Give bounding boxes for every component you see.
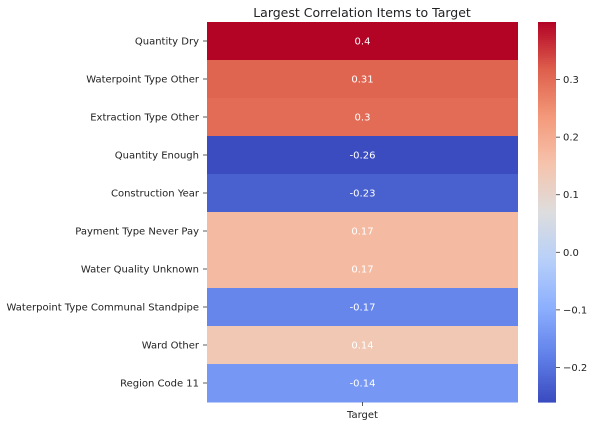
- colorbar-tick-label: 0.0: [563, 248, 579, 259]
- column-labels: Target: [346, 402, 378, 421]
- colorbar-segment: [538, 400, 556, 403]
- heatmap-cells: 0.4 0.31 0.3 -0.26 -0.23 0.17 0.17 -0.17 0.14 -0.…: [207, 22, 518, 403]
- cell-value-label: -0.17: [350, 303, 376, 314]
- column-label: Target: [346, 410, 378, 421]
- row-label: Waterpoint Type Other: [86, 75, 200, 86]
- cell-value-label: 0.14: [351, 341, 373, 352]
- row-label: Extraction Type Other: [90, 113, 200, 124]
- colorbar-tick-label: 0.3: [563, 75, 579, 86]
- cell-value-label: 0.17: [351, 227, 373, 238]
- row-label: Quantity Dry: [135, 37, 199, 48]
- cell-value-label: 0.31: [351, 75, 373, 86]
- colorbar-tick-label: −0.2: [563, 363, 587, 374]
- row-label: Ward Other: [142, 341, 200, 352]
- colorbar-tick-label: −0.1: [563, 305, 587, 316]
- cell-value-label: 0.3: [355, 113, 371, 124]
- cell-value-label: 0.4: [355, 37, 371, 48]
- chart-title: Largest Correlation Items to Target: [253, 5, 471, 20]
- cell-value-label: -0.26: [350, 151, 376, 162]
- colorbar: −0.2 −0.1 0.0 0.1 0.2 0.3: [538, 22, 587, 403]
- row-label: Quantity Enough: [115, 151, 199, 162]
- row-label: Construction Year: [111, 189, 200, 200]
- cell-value-label: 0.17: [351, 265, 373, 276]
- row-label: Region Code 11: [120, 379, 199, 390]
- colorbar-tick-label: 0.1: [563, 190, 579, 201]
- cell-value-label: -0.14: [350, 379, 376, 390]
- colorbar-tick-label: 0.2: [563, 133, 579, 144]
- row-label: Waterpoint Type Communal Standpipe: [7, 303, 199, 314]
- row-label: Payment Type Never Pay: [75, 227, 199, 238]
- cell-value-label: -0.23: [350, 189, 376, 200]
- row-labels: Quantity Dry Waterpoint Type Other Extract…: [7, 37, 207, 390]
- row-label: Water Quality Unknown: [81, 265, 199, 276]
